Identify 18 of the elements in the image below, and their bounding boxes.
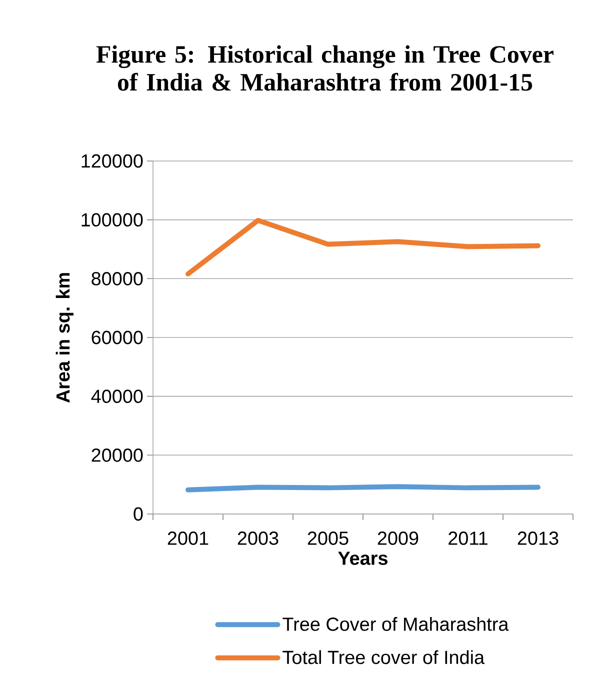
x-tick-label: 2003 [238,532,278,545]
x-tick-label: 2011 [448,532,488,545]
x-tick-label: 2009 [378,532,418,545]
x-tick-label: 2013 [518,532,558,545]
y-tick-label: 40000 [91,390,143,404]
y-tick-label: 20000 [92,448,143,462]
chart-title: Figure 5: Historical change in Tree Cover of India & Maharashtra from 2001-15 [96,45,554,91]
x-tick-label: 2001 [168,532,208,545]
y-axis-title: Area in sq. km [56,273,74,403]
legend-label: Total Tree cover of India [282,650,485,664]
y-tick-label: 100000 [82,213,143,227]
legend-label: Tree Cover of Maharashtra [282,617,509,631]
x-tick-label: 2005 [308,532,348,545]
y-tick-label: 120000 [82,154,143,168]
y-tick-label: 60000 [92,330,143,344]
y-tick-label: 0 [134,507,143,521]
x-axis-title: Years [338,552,388,565]
y-tick-label: 80000 [92,272,143,286]
